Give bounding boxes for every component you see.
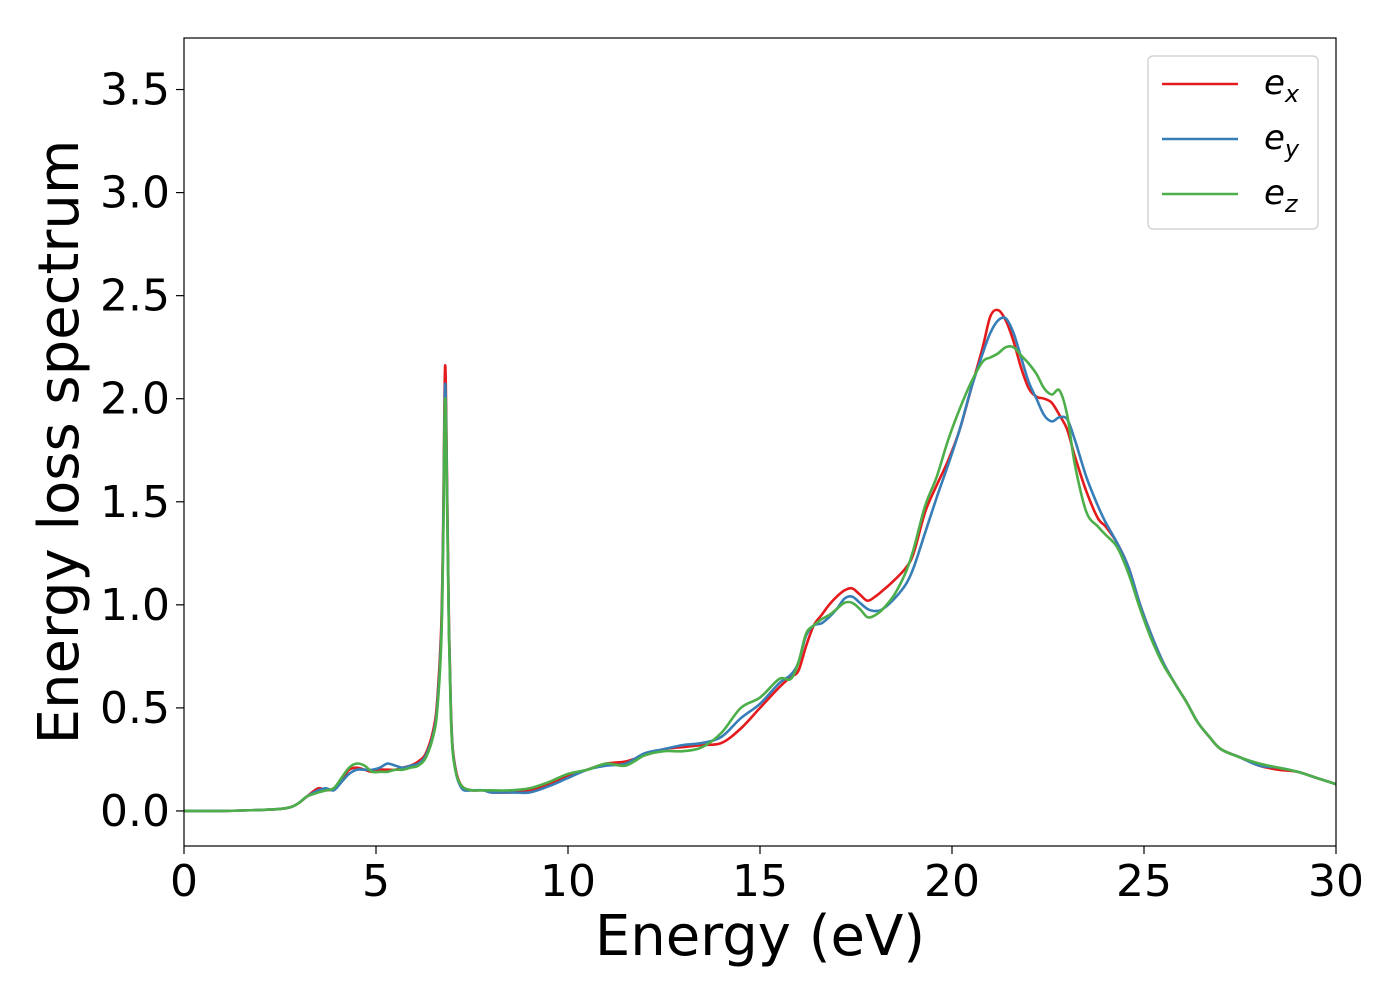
y-tick-label: 2.0 (100, 374, 170, 425)
y-tick-label: 2.5 (100, 271, 170, 322)
x-tick-label: 15 (732, 856, 788, 907)
legend-box (1147, 55, 1319, 230)
x-tick-label: 5 (362, 856, 390, 907)
x-tick-label: 30 (1308, 856, 1364, 907)
x-tick-label: 0 (170, 856, 198, 907)
series-line-ez (184, 344, 1336, 813)
y-tick-label: 0.0 (100, 786, 170, 837)
series-layer (184, 308, 1336, 813)
x-axis-label: Energy (eV) (595, 904, 925, 969)
x-tick-label: 20 (924, 856, 980, 907)
series-line-ey (184, 316, 1336, 813)
x-tick-label: 10 (540, 856, 596, 907)
y-tick-label: 1.0 (100, 580, 170, 631)
y-axis-label: Energy loss spectrum (27, 140, 92, 745)
y-tick-label: 0.5 (100, 683, 170, 734)
y-tick-label: 1.5 (100, 477, 170, 528)
y-axis-ticks: 0.0 0.5 1.0 1.5 2.0 2.5 3.0 3.5 (100, 65, 184, 837)
x-axis-ticks: 0 5 10 15 20 25 30 (170, 846, 1364, 907)
x-tick-label: 25 (1116, 856, 1172, 907)
y-tick-label: 3.0 (100, 168, 170, 219)
y-tick-label: 3.5 (100, 65, 170, 116)
